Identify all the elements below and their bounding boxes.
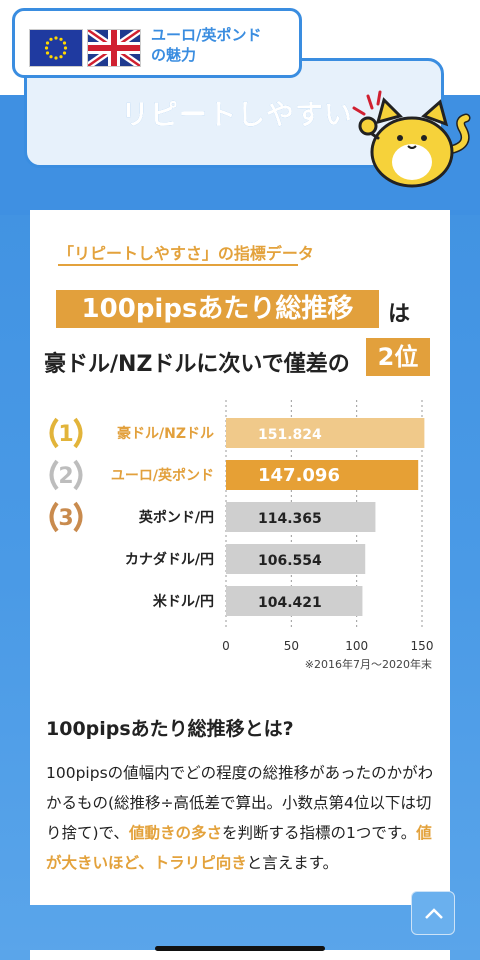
bar — [226, 460, 419, 490]
rank-label: 1 — [58, 422, 73, 447]
headline-line2: 豪ドル/NZドルに次いで僅差の — [44, 352, 350, 377]
headline-main: 100pipsあたり総推移 — [56, 290, 379, 328]
headline-particle: は — [388, 302, 411, 327]
bar — [226, 544, 366, 574]
card-subtitle: 「リピートしやすさ」の指標データ — [58, 244, 314, 263]
uk-flag-icon — [87, 29, 141, 67]
tag-line2: の魅力 — [151, 46, 197, 64]
value-label: 114.365 — [258, 511, 322, 527]
scroll-top-button[interactable] — [411, 891, 455, 935]
value-label: 147.096 — [258, 465, 340, 486]
currency-tag: ユーロ/英ポンド の魅力 — [12, 8, 302, 78]
section-title: 100pipsあたり総推移とは? — [46, 718, 294, 740]
body-text-3: と言えます。 — [246, 854, 339, 872]
body-highlight-1: 値動きの多さ — [128, 824, 222, 842]
home-indicator — [155, 946, 325, 951]
bar — [226, 586, 363, 616]
category-label: 豪ドル/NZドル — [117, 425, 214, 442]
category-label: カナダドル/円 — [125, 551, 214, 568]
category-label: 米ドル/円 — [153, 593, 214, 610]
laurel-right — [73, 459, 83, 491]
bar — [226, 502, 376, 532]
rank-label: 2 — [58, 464, 73, 489]
eu-flag-icon — [29, 29, 83, 67]
tag-line1: ユーロ/英ポンド — [151, 26, 262, 44]
laurel-right — [73, 501, 83, 533]
category-label: ユーロ/英ポンド — [111, 467, 214, 484]
bar — [226, 418, 425, 448]
laurel-left — [49, 459, 59, 491]
value-label: 151.824 — [258, 427, 322, 443]
chevron-up-icon — [425, 908, 443, 919]
x-tick-label: 50 — [284, 639, 299, 650]
body-text-2: を判断する指標の1つです。 — [221, 824, 417, 842]
value-label: 104.421 — [258, 595, 322, 611]
body-text-1: 100pipsの値幅内でどの程度の総推移があったのかがわかるもの(総推移÷高低差… — [46, 764, 434, 842]
category-label: 英ポンド/円 — [138, 509, 214, 526]
chart-footnote: ※2016年7月～2020年末 — [304, 658, 432, 671]
x-tick-label: 0 — [222, 639, 230, 650]
x-tick-label: 150 — [411, 639, 434, 650]
bar-chart: 0 50 100 150 151.824 豪ドル/NZドル 1 147.096 ユーロ/英ポンド… — [49, 400, 434, 650]
subtitle-underline — [58, 264, 298, 266]
tiger-mascot-icon — [350, 90, 475, 190]
body-highlight-2: 値が大きいほど、トラリピ向き — [46, 824, 432, 872]
x-tick-label: 100 — [345, 639, 368, 650]
laurel-left — [49, 501, 59, 533]
value-label: 106.554 — [258, 553, 322, 569]
rank-label: 3 — [58, 506, 73, 531]
headline-rank: 2位 — [366, 338, 430, 376]
content-card: 「リピートしやすさ」の指標データ 100pipsあたり総推移 は 豪ドル/NZド… — [30, 210, 450, 905]
section-body: 100pipsの値幅内でどの程度の総推移があったのかがわかるもの(総推移÷高低差… — [46, 758, 441, 878]
page-title: リピートしやすい — [121, 98, 353, 131]
laurel-left — [49, 417, 59, 449]
next-card-edge — [30, 950, 450, 960]
tag-text: ユーロ/英ポンド の魅力 — [151, 25, 261, 65]
laurel-right — [73, 417, 83, 449]
